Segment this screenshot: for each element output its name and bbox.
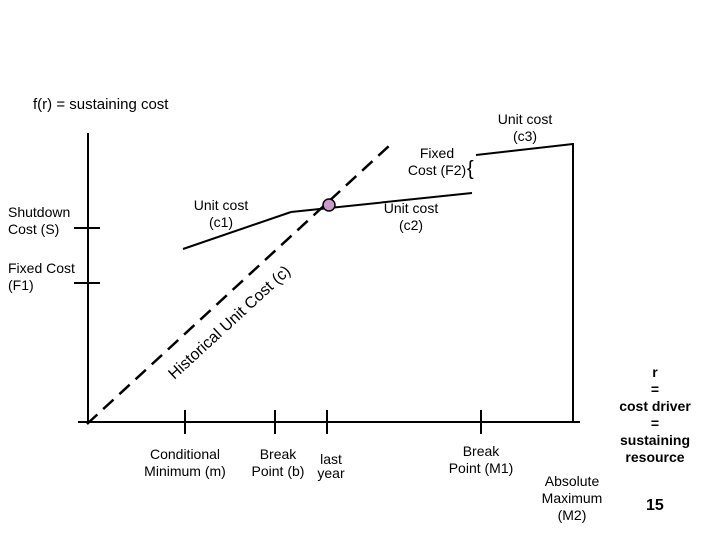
historical-cost-line bbox=[86, 144, 391, 425]
x-axis-label-line5: sustaining bbox=[619, 432, 690, 448]
fixed-cost-f1-line1: Fixed Cost bbox=[8, 260, 75, 276]
unit-cost-c3-line1: Unit cost bbox=[497, 111, 553, 127]
break-point-b-line2: Point (b) bbox=[251, 463, 305, 479]
break-even-marker bbox=[322, 198, 336, 212]
fixed-cost-f1-line2: (F1) bbox=[8, 277, 34, 293]
x-axis-label-line3: cost driver bbox=[619, 398, 691, 414]
last-year-line1: last bbox=[320, 451, 342, 467]
unit-cost-c1-line1: Unit cost bbox=[193, 197, 249, 213]
conditional-minimum-line2: Minimum (m) bbox=[144, 463, 226, 479]
shutdown-cost-line2: Cost (S) bbox=[8, 221, 60, 237]
fixed-cost-f2-line1: Fixed bbox=[419, 145, 455, 161]
x-axis-label-line1: r bbox=[652, 364, 658, 380]
break-point-m1-line2: Point (M1) bbox=[448, 460, 514, 476]
fixed-cost-f2-brace: { bbox=[467, 158, 474, 180]
shutdown-cost-line1: Shutdown bbox=[8, 204, 71, 220]
shutdown-cost-label: Shutdown Cost (S) bbox=[8, 204, 70, 238]
absolute-maximum-line2: Maximum bbox=[541, 490, 603, 506]
chart-title: f(r) = sustaining cost bbox=[33, 96, 169, 113]
break-point-m1-line1: Break bbox=[462, 443, 500, 459]
conditional-minimum-line1: Conditional bbox=[149, 446, 221, 462]
segment-c1 bbox=[182, 211, 292, 250]
unit-cost-c3-line2: (c3) bbox=[512, 128, 538, 144]
break-point-b-label: Break Point (b) bbox=[240, 446, 316, 480]
conditional-minimum-label: Conditional Minimum (m) bbox=[135, 446, 235, 480]
absolute-maximum-label: Absolute Maximum (M2) bbox=[532, 473, 612, 524]
fixed-cost-f2-line2: Cost (F2) bbox=[407, 162, 467, 178]
unit-cost-c2-label: Unit cost (c2) bbox=[376, 200, 446, 234]
x-axis-label-line4: = bbox=[650, 415, 660, 431]
unit-cost-c2-line1: Unit cost bbox=[383, 200, 439, 216]
absolute-maximum-line3: (M2) bbox=[557, 507, 587, 523]
unit-cost-c1-line2: (c1) bbox=[208, 214, 234, 230]
break-point-m1-label: Break Point (M1) bbox=[437, 443, 525, 477]
unit-cost-c2-line2: (c2) bbox=[398, 217, 424, 233]
unit-cost-c1-label: Unit cost (c1) bbox=[186, 197, 256, 231]
x-axis-label: r = cost driver = sustaining resource bbox=[605, 364, 705, 466]
absolute-maximum-line1: Absolute bbox=[544, 473, 600, 489]
unit-cost-c3-label: Unit cost (c3) bbox=[490, 111, 560, 145]
break-point-b-line1: Break bbox=[259, 446, 297, 462]
fixed-cost-f1-label: Fixed Cost (F1) bbox=[8, 260, 75, 294]
segment-c3 bbox=[475, 143, 574, 156]
x-axis-label-line6: resource bbox=[625, 449, 685, 465]
last-year-label: last year bbox=[310, 452, 352, 480]
x-axis-label-line2: = bbox=[650, 381, 660, 397]
page-number: 15 bbox=[646, 497, 664, 514]
fixed-cost-f2-label: Fixed Cost (F2) bbox=[395, 145, 479, 179]
last-year-line2: year bbox=[317, 465, 345, 481]
